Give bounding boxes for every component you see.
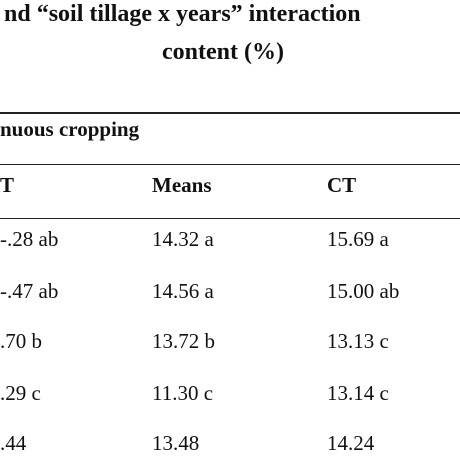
column-header-t: T [0, 173, 15, 197]
table-title-line-2: content (%) [162, 39, 284, 65]
table-cell: -.28 ab [0, 227, 59, 251]
table-cell: 14.56 a [152, 279, 214, 303]
column-header-rule [0, 218, 460, 219]
group-header-rule [0, 164, 460, 165]
group-header: nuous cropping [0, 117, 140, 141]
table-title-line-1: nd “soil tillage x years” interaction [4, 1, 361, 27]
table-cell: .29 c [0, 381, 41, 405]
table-cell: 15.00 ab [327, 279, 400, 303]
table-cell: 14.32 a [152, 227, 214, 251]
table-cell: 15.69 a [327, 227, 389, 251]
table-cell: -.47 ab [0, 279, 59, 303]
table-cell: 14.24 [327, 431, 375, 455]
table-cell: 13.72 b [152, 329, 215, 353]
table-cell: .70 b [0, 329, 42, 353]
column-header-means: Means [152, 173, 212, 197]
table-cell: 13.14 c [327, 381, 389, 405]
table-cell: .44 [0, 431, 27, 455]
table-cell: 11.30 c [152, 381, 214, 405]
table-cell: 13.13 c [327, 329, 389, 353]
table-cell: 13.48 [152, 431, 200, 455]
table-top-rule [0, 112, 460, 114]
column-header-ct: CT [327, 173, 357, 197]
